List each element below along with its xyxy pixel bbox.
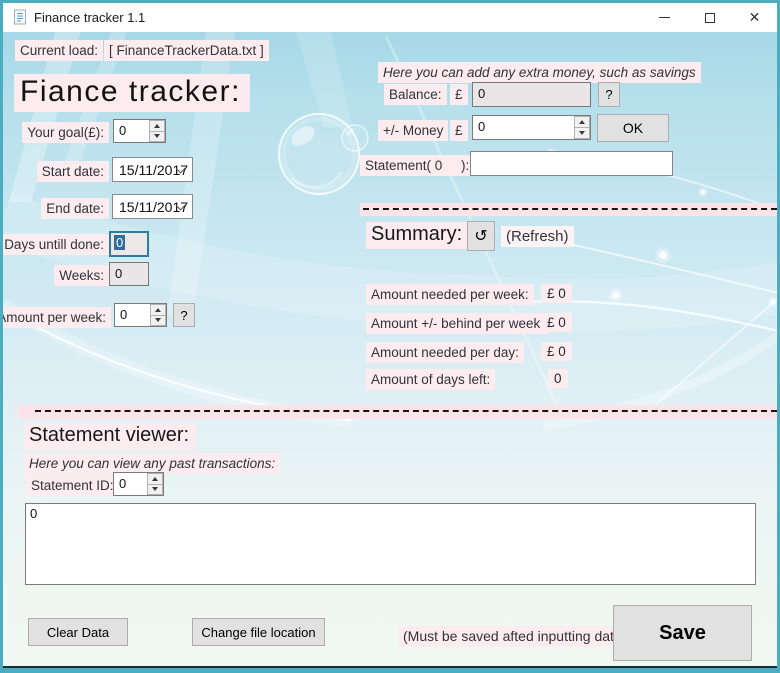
refresh-caption: (Refresh) (501, 226, 574, 247)
arrow-down-icon (154, 134, 160, 139)
start-date-value: 15/11/2017 (119, 162, 189, 178)
statement-id-spinner[interactable]: 0 (113, 472, 164, 496)
amount-per-week-value[interactable]: 0 (120, 307, 128, 322)
statement-input[interactable] (470, 151, 673, 176)
title-bar[interactable]: Finance tracker 1.1 ✕ (3, 3, 777, 32)
current-load-value: [ FinanceTrackerData.txt ] (104, 40, 269, 61)
money-spinner[interactable]: 0 (472, 115, 591, 140)
arrow-up-icon (154, 123, 160, 128)
arrow-down-icon (155, 318, 161, 323)
arrow-down-icon (579, 131, 585, 135)
weeks-input[interactable]: 0 (109, 262, 149, 286)
summary-row-label: Amount needed per week: (366, 284, 534, 305)
summary-row-value: 0 (548, 369, 568, 388)
statement-viewer-content: 0 (30, 506, 38, 521)
spinner-down-button[interactable] (147, 483, 163, 495)
change-file-location-button[interactable]: Change file location (192, 618, 325, 646)
statement-viewer-divider (18, 405, 777, 419)
statement-viewer-hint: Here you can view any past transactions: (24, 453, 281, 474)
amount-per-week-spinner[interactable]: 0 (114, 303, 167, 327)
weeks-label: Weeks: (54, 265, 109, 286)
start-date-picker[interactable]: 15/11/2017 (112, 157, 193, 182)
arrow-down-icon (152, 487, 158, 492)
balance-currency-label: £ (450, 84, 468, 105)
save-note: (Must be saved afted inputting data) (398, 626, 632, 647)
money-currency-label: £ (450, 120, 468, 141)
summary-row-value: £ 0 (541, 342, 572, 361)
summary-row-label: Amount +/- behind per week: (366, 313, 549, 334)
maximize-icon (704, 12, 715, 23)
days-until-label: Days untill done: (3, 234, 109, 255)
start-date-label: Start date: (36, 161, 109, 182)
end-date-picker[interactable]: 15/11/2017 (112, 194, 193, 219)
save-button[interactable]: Save (613, 605, 752, 661)
minimize-button[interactable] (642, 3, 687, 32)
money-label: +/- Money (378, 120, 449, 141)
days-until-input[interactable]: 0 (109, 231, 149, 257)
summary-row-label: Amount needed per day: (366, 342, 524, 363)
statement-viewer-textarea[interactable]: 0 (25, 503, 756, 585)
statement-viewer-title: Statement viewer: (24, 423, 197, 450)
small-bubble-decoration (341, 124, 369, 152)
ok-button[interactable]: OK (597, 114, 669, 142)
refresh-button[interactable]: ↺ (467, 221, 495, 251)
maximize-button[interactable] (687, 3, 732, 32)
weeks-value: 0 (115, 266, 123, 281)
spinner-down-button[interactable] (150, 314, 166, 326)
balance-help-button[interactable]: ? (598, 82, 620, 107)
summary-title: Summary: (366, 222, 470, 249)
arrow-up-icon (152, 476, 158, 481)
money-value[interactable]: 0 (478, 119, 486, 134)
arrow-up-icon (155, 307, 161, 312)
end-date-value: 15/11/2017 (119, 199, 189, 215)
balance-label: Balance: (384, 84, 447, 105)
clear-data-button[interactable]: Clear Data (28, 618, 128, 646)
statement-id-value[interactable]: 0 (119, 476, 127, 491)
balance-input[interactable]: 0 (472, 82, 591, 107)
balance-value: 0 (478, 86, 486, 101)
money-hint: Here you can add any extra money, such a… (378, 62, 701, 83)
bubble-decoration (277, 112, 361, 196)
amount-per-week-label: Amount per week: (3, 307, 111, 328)
current-load-label: Current load: (15, 40, 104, 61)
statement-label: Statement( 0 ): (360, 155, 475, 176)
summary-divider (360, 203, 777, 216)
summary-row-label: Amount of days left: (366, 369, 496, 390)
your-goal-spinner[interactable]: 0 (113, 119, 166, 143)
your-goal-value[interactable]: 0 (119, 123, 127, 138)
window-title: Finance tracker 1.1 (34, 10, 146, 25)
amount-per-week-help-button[interactable]: ? (173, 303, 195, 327)
summary-row-value: £ 0 (541, 313, 572, 332)
end-date-label: End date: (41, 198, 109, 219)
spinner-down-button[interactable] (574, 127, 590, 139)
close-icon: ✕ (748, 9, 761, 25)
document-icon (12, 9, 28, 30)
close-button[interactable]: ✕ (732, 3, 777, 32)
refresh-icon: ↺ (474, 228, 488, 245)
page-title: Fiance tracker: (14, 74, 250, 112)
spinner-down-button[interactable] (149, 130, 165, 142)
your-goal-label: Your goal(£): (22, 122, 109, 143)
statement-id-label: Statement ID: (26, 475, 119, 496)
minimize-icon (659, 16, 670, 19)
arrow-up-icon (579, 120, 585, 124)
days-until-value: 0 (114, 235, 126, 250)
summary-row-value: £ 0 (541, 284, 572, 303)
